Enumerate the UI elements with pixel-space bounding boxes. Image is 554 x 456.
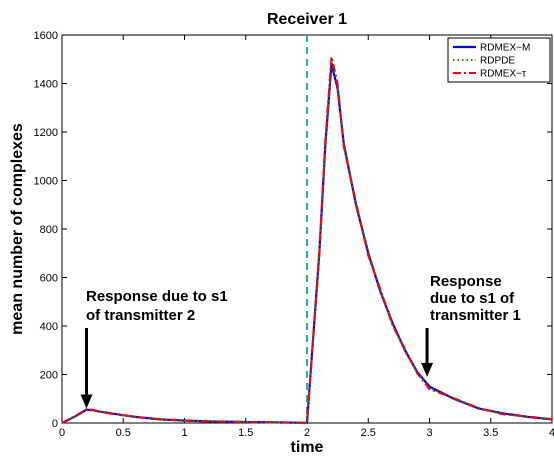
y-tick-label: 800 [40, 224, 58, 236]
x-tick-label: 1.5 [238, 427, 253, 439]
legend-label-0: RDMEX−M [480, 43, 530, 54]
annotations: Response due to s1 of transmitter 2 Respon… [80, 273, 521, 409]
legend-box [447, 37, 551, 83]
x-tick-label: 2 [304, 427, 310, 439]
y-axis-ticks: 0 200 400 600 800 1000 1200 1400 1600 [34, 30, 552, 430]
annotation-text: of transmitter 2 [86, 307, 195, 324]
x-tick-label: 4 [549, 427, 554, 439]
annotation-text: due to s1 of [430, 290, 515, 307]
x-tick-label: 0 [59, 427, 65, 439]
x-tick-label: 3 [426, 427, 432, 439]
annotation-arrow-head [421, 362, 434, 377]
x-tick-label: 2.5 [361, 427, 376, 439]
annotation-text: Response [430, 273, 502, 290]
x-axis-label: time [291, 439, 324, 456]
y-tick-label: 1000 [34, 176, 58, 188]
y-axis-label: mean number of complexes [9, 123, 26, 335]
x-tick-label: 1 [181, 427, 187, 439]
y-tick-label: 200 [40, 370, 58, 382]
annotation-text: Response due to s1 [86, 288, 228, 305]
chart-title: Receiver 1 [267, 11, 347, 28]
plot-area: 0 0.5 1 1.5 2 2.5 3 3.5 4 0 200 400 600 800 1000 1200 1… [34, 30, 554, 439]
series-line-2 [61, 55, 553, 424]
legend-label-1: RDPDE [480, 56, 515, 67]
x-axis-ticks: 0 0.5 1 1.5 2 2.5 3 3.5 4 [59, 35, 554, 439]
y-tick-label: 1600 [34, 30, 58, 42]
y-tick-label: 1200 [34, 127, 58, 139]
y-tick-label: 1400 [34, 79, 58, 91]
annotation-arrow-head [80, 394, 93, 409]
legend-label-2: RDMEX−τ [480, 69, 526, 80]
y-tick-label: 600 [40, 273, 58, 285]
x-tick-label: 3.5 [483, 427, 498, 439]
series-lines [61, 55, 553, 425]
y-tick-label: 400 [40, 321, 58, 333]
legend: RDMEX−M RDPDE RDMEX−τ [447, 37, 551, 83]
x-tick-label: 0.5 [116, 427, 131, 439]
y-tick-label: 0 [52, 418, 58, 430]
annotation-text: transmitter 1 [430, 307, 521, 324]
